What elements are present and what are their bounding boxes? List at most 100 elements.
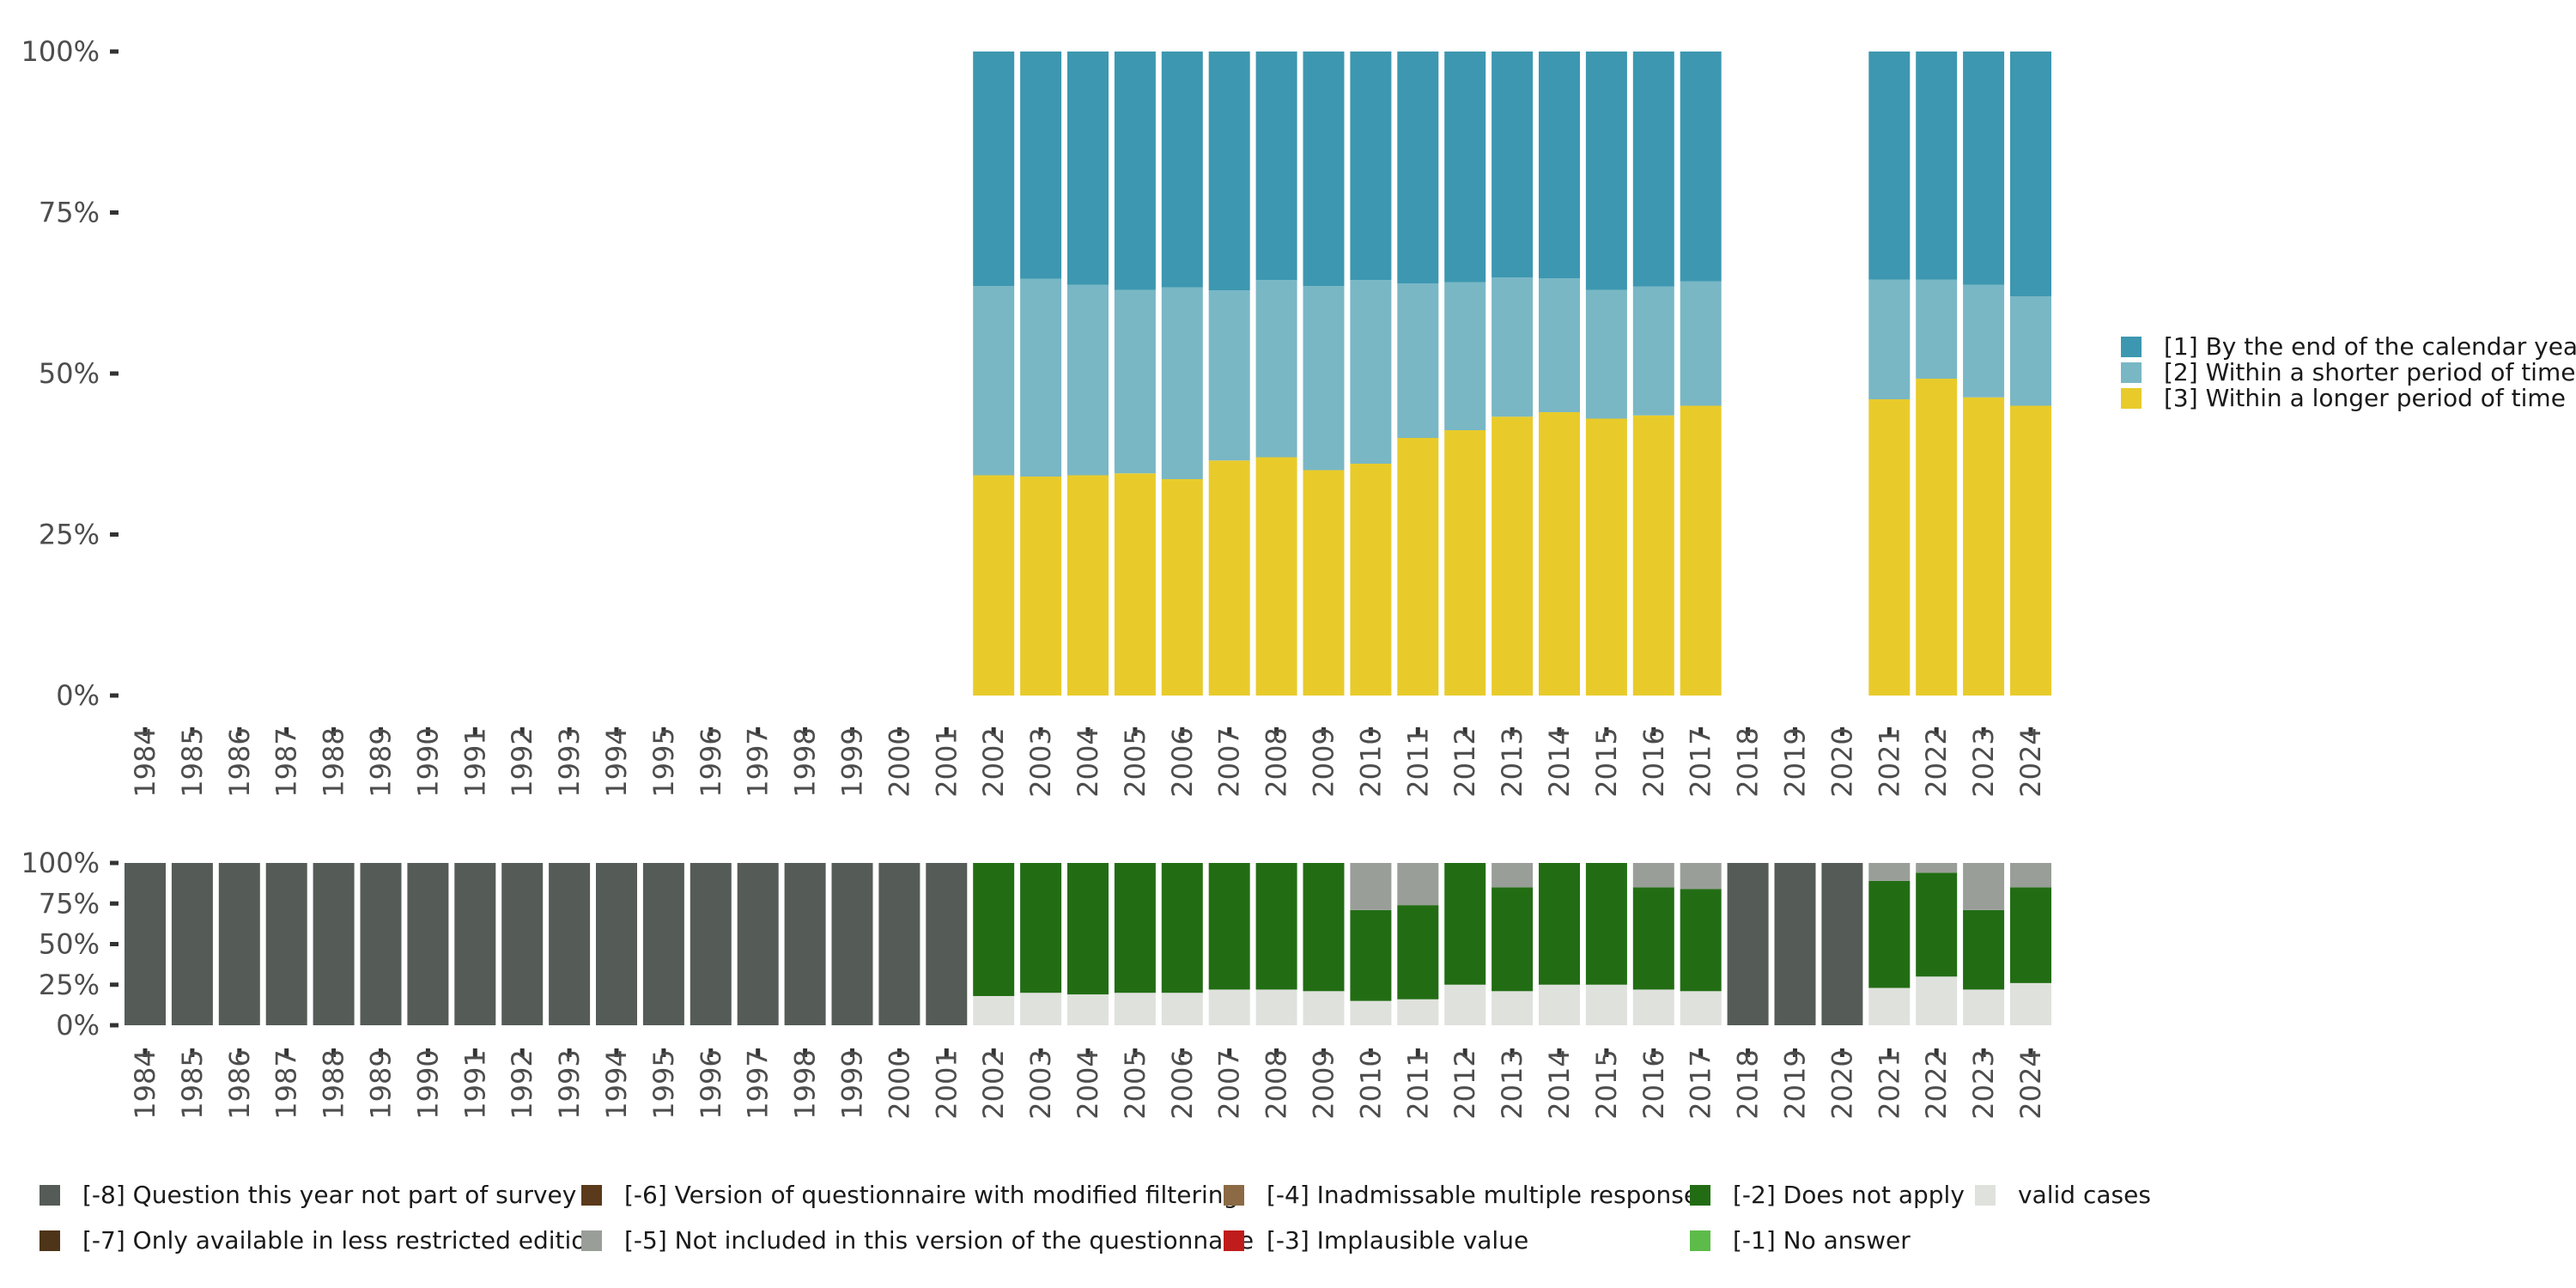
bar-segment-1-2023-1 — [1963, 909, 2005, 990]
x-tick-label-0-2021: 2021 — [1873, 727, 1905, 797]
bar-segment-1-2005-0 — [1114, 993, 1156, 1025]
x-tick-label-0-1986: 1986 — [223, 727, 256, 797]
x-tick-label-1-2016: 2016 — [1637, 1049, 1670, 1119]
bar-segment-1-2005-1 — [1114, 863, 1156, 993]
x-tick-label-0-1990: 1990 — [411, 727, 444, 797]
bottom-chart-y-axis: 0% 25% 50% 75% 100% — [21, 847, 118, 1042]
x-tick-label-1-2009: 2009 — [1308, 1049, 1340, 1119]
x-tick-label-1-1996: 1996 — [695, 1049, 727, 1119]
bar-segment-1-2016-2 — [1632, 863, 1674, 888]
bar-segment-1-2012-0 — [1444, 984, 1486, 1025]
bar-segment-0-2021-0 — [1868, 399, 1911, 696]
x-tick-label-0-1989: 1989 — [365, 727, 398, 797]
bottom-legend-swatch-6 — [1690, 1185, 1710, 1206]
legend-label-0: [1] By the end of the calendar year — [2164, 332, 2576, 361]
bar-segment-0-2016-0 — [1632, 415, 1674, 696]
x-tick-label-1-1999: 1999 — [836, 1049, 869, 1119]
bar-segment-0-2002-1 — [973, 286, 1015, 476]
x-tick-label-0-2022: 2022 — [1920, 727, 1953, 797]
bar-segment-0-2011-2 — [1397, 52, 1439, 283]
bar-segment-0-2011-0 — [1397, 438, 1439, 696]
bar-segment-0-2008-2 — [1255, 52, 1297, 281]
bottom-legend-label-3: [-5] Not included in this version of the… — [624, 1226, 1254, 1255]
bar-segment-1-2010-2 — [1350, 863, 1392, 910]
x-tick-label-0-2000: 2000 — [883, 727, 915, 797]
bar-segment-1-2003-0 — [1020, 993, 1062, 1025]
bottom-chart-x-axis: 1984 1985 1986 1987 1988 1989 1990 1991 1992 1993… — [129, 1048, 2047, 1120]
x-tick-label-0-2023: 2023 — [1967, 727, 2000, 797]
bar-segment-0-2017-2 — [1680, 52, 1722, 282]
x-tick-label-1-2003: 2003 — [1024, 1049, 1057, 1119]
bar-segment-1-2024-0 — [2010, 982, 2051, 1025]
x-tick-label-0-2009: 2009 — [1308, 727, 1340, 797]
legend-label-1: [2] Within a shorter period of time — [2164, 358, 2575, 386]
bar-segment-1-1999-3 — [831, 863, 873, 1025]
x-tick-label-1-2015: 2015 — [1590, 1049, 1623, 1119]
x-tick-label-1-1994: 1994 — [600, 1049, 633, 1119]
x-tick-label-1-2019: 2019 — [1779, 1049, 1812, 1119]
x-tick-label-0-2016: 2016 — [1637, 727, 1670, 797]
x-tick-label-0-1996: 1996 — [695, 727, 727, 797]
x-tick-label-0-2014: 2014 — [1543, 727, 1576, 797]
x-tick-label-1-1992: 1992 — [506, 1049, 538, 1119]
x-tick-label-1-2008: 2008 — [1261, 1049, 1293, 1119]
bar-segment-1-2007-1 — [1208, 863, 1250, 990]
bar-segment-0-2009-1 — [1303, 286, 1345, 471]
bar-segment-1-1988-3 — [313, 863, 355, 1025]
x-tick-label-1-1985: 1985 — [176, 1049, 209, 1119]
x-tick-label-1-1993: 1993 — [553, 1049, 586, 1119]
x-tick-label-0-2011: 2011 — [1401, 727, 1434, 797]
bar-segment-1-1991-3 — [454, 863, 496, 1025]
x-tick-label-1-2021: 2021 — [1873, 1049, 1905, 1119]
bar-segment-0-2013-1 — [1492, 277, 1534, 417]
bottom-legend-label-4: [-4] Inadmissable multiple response — [1267, 1181, 1698, 1209]
bottom-legend-swatch-5 — [1224, 1230, 1244, 1251]
y-tick-label-0-3: 75% — [39, 197, 100, 229]
bar-segment-0-2014-2 — [1539, 52, 1580, 278]
bar-segment-0-2012-2 — [1444, 52, 1486, 283]
bar-segment-1-2022-1 — [1916, 872, 1958, 977]
x-tick-label-1-2014: 2014 — [1543, 1049, 1576, 1119]
bar-segment-1-2018-3 — [1727, 863, 1769, 1025]
bottom-legend-label-2: [-6] Version of questionnaire with modif… — [624, 1181, 1238, 1209]
bar-segment-0-2008-1 — [1255, 280, 1297, 458]
x-tick-label-0-1998: 1998 — [789, 727, 822, 797]
x-tick-label-1-2007: 2007 — [1213, 1049, 1246, 1119]
x-tick-label-0-2019: 2019 — [1779, 727, 1812, 797]
bar-segment-0-2007-1 — [1208, 290, 1250, 461]
y-tick-label-1-2: 50% — [39, 928, 100, 961]
bar-segment-1-1996-3 — [690, 863, 732, 1025]
bottom-legend-swatch-1 — [39, 1230, 60, 1251]
x-tick-label-1-1986: 1986 — [223, 1049, 256, 1119]
bar-segment-1-2017-1 — [1680, 889, 1722, 992]
bar-segment-1-2011-0 — [1397, 999, 1439, 1025]
bar-segment-0-2009-0 — [1303, 470, 1345, 696]
bar-segment-1-2001-3 — [926, 863, 968, 1025]
bottom-legend-label-0: [-8] Question this year not part of surv… — [82, 1181, 576, 1209]
bar-segment-0-2022-2 — [1916, 52, 1958, 280]
bottom-legend-swatch-7 — [1690, 1230, 1710, 1251]
bar-segment-0-2022-1 — [1916, 279, 1958, 379]
x-tick-label-0-1991: 1991 — [459, 727, 491, 797]
bar-segment-0-2017-0 — [1680, 405, 1722, 696]
bar-segment-1-2017-0 — [1680, 991, 1722, 1025]
x-tick-label-1-2018: 2018 — [1732, 1049, 1765, 1119]
x-tick-label-0-1987: 1987 — [270, 727, 303, 797]
legend-swatch-0 — [2121, 337, 2142, 357]
bar-segment-0-2011-1 — [1397, 283, 1439, 438]
bar-segment-1-1984-3 — [125, 863, 166, 1025]
x-tick-label-0-2005: 2005 — [1119, 727, 1151, 797]
bar-segment-1-2010-1 — [1350, 909, 1392, 1001]
bar-segment-1-2004-1 — [1067, 863, 1109, 995]
bar-segment-1-2024-2 — [2010, 863, 2051, 888]
bar-segment-1-2006-0 — [1161, 993, 1203, 1025]
bar-segment-1-2016-1 — [1632, 887, 1674, 990]
bar-segment-0-2023-0 — [1963, 397, 2005, 696]
y-tick-label-0-1: 25% — [39, 519, 100, 551]
x-tick-label-0-2017: 2017 — [1685, 727, 1717, 797]
bar-segment-1-2004-0 — [1067, 994, 1109, 1025]
x-tick-label-0-2015: 2015 — [1590, 727, 1623, 797]
x-tick-label-1-1990: 1990 — [411, 1049, 444, 1119]
legend-swatch-1 — [2121, 362, 2142, 383]
